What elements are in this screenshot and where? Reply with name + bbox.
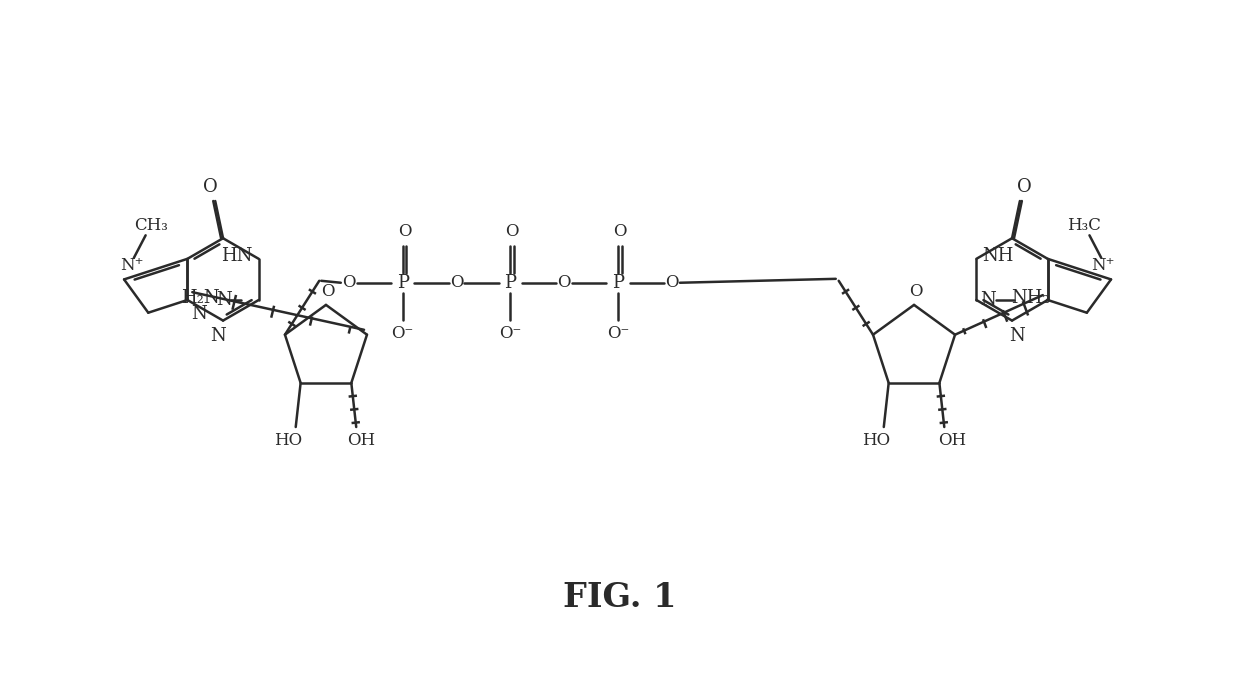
Text: N: N [981, 291, 996, 309]
Text: NH₂: NH₂ [1011, 289, 1049, 307]
Text: O: O [398, 223, 412, 240]
Text: O: O [450, 274, 464, 291]
Text: O: O [342, 274, 356, 291]
Text: P: P [613, 274, 624, 292]
Text: N⁺: N⁺ [1091, 257, 1115, 274]
Text: O: O [203, 178, 218, 196]
Text: N: N [217, 291, 232, 309]
Text: O: O [666, 274, 678, 291]
Text: N: N [211, 327, 226, 346]
Text: O: O [558, 274, 572, 291]
Text: OH: OH [937, 432, 966, 450]
Text: HO: HO [274, 432, 303, 450]
Text: O⁻: O⁻ [392, 325, 414, 342]
Text: O: O [506, 223, 520, 240]
Text: O⁻: O⁻ [500, 325, 522, 342]
Text: O: O [321, 283, 335, 299]
Text: FIG. 1: FIG. 1 [563, 581, 677, 614]
Text: N⁺: N⁺ [120, 257, 144, 274]
Text: O: O [1017, 178, 1032, 196]
Text: N: N [1009, 327, 1024, 346]
Text: CH₃: CH₃ [135, 217, 169, 234]
Text: P: P [505, 274, 516, 292]
Text: H₂N: H₂N [181, 289, 219, 307]
Text: O⁻: O⁻ [608, 325, 630, 342]
Text: OH: OH [347, 432, 376, 450]
Text: HN: HN [222, 247, 253, 265]
Text: O: O [909, 283, 923, 299]
Text: P: P [397, 274, 408, 292]
Text: N: N [191, 305, 207, 322]
Text: H₃C: H₃C [1066, 217, 1101, 234]
Text: NH: NH [982, 247, 1013, 265]
Text: O: O [614, 223, 627, 240]
Text: HO: HO [862, 432, 890, 450]
